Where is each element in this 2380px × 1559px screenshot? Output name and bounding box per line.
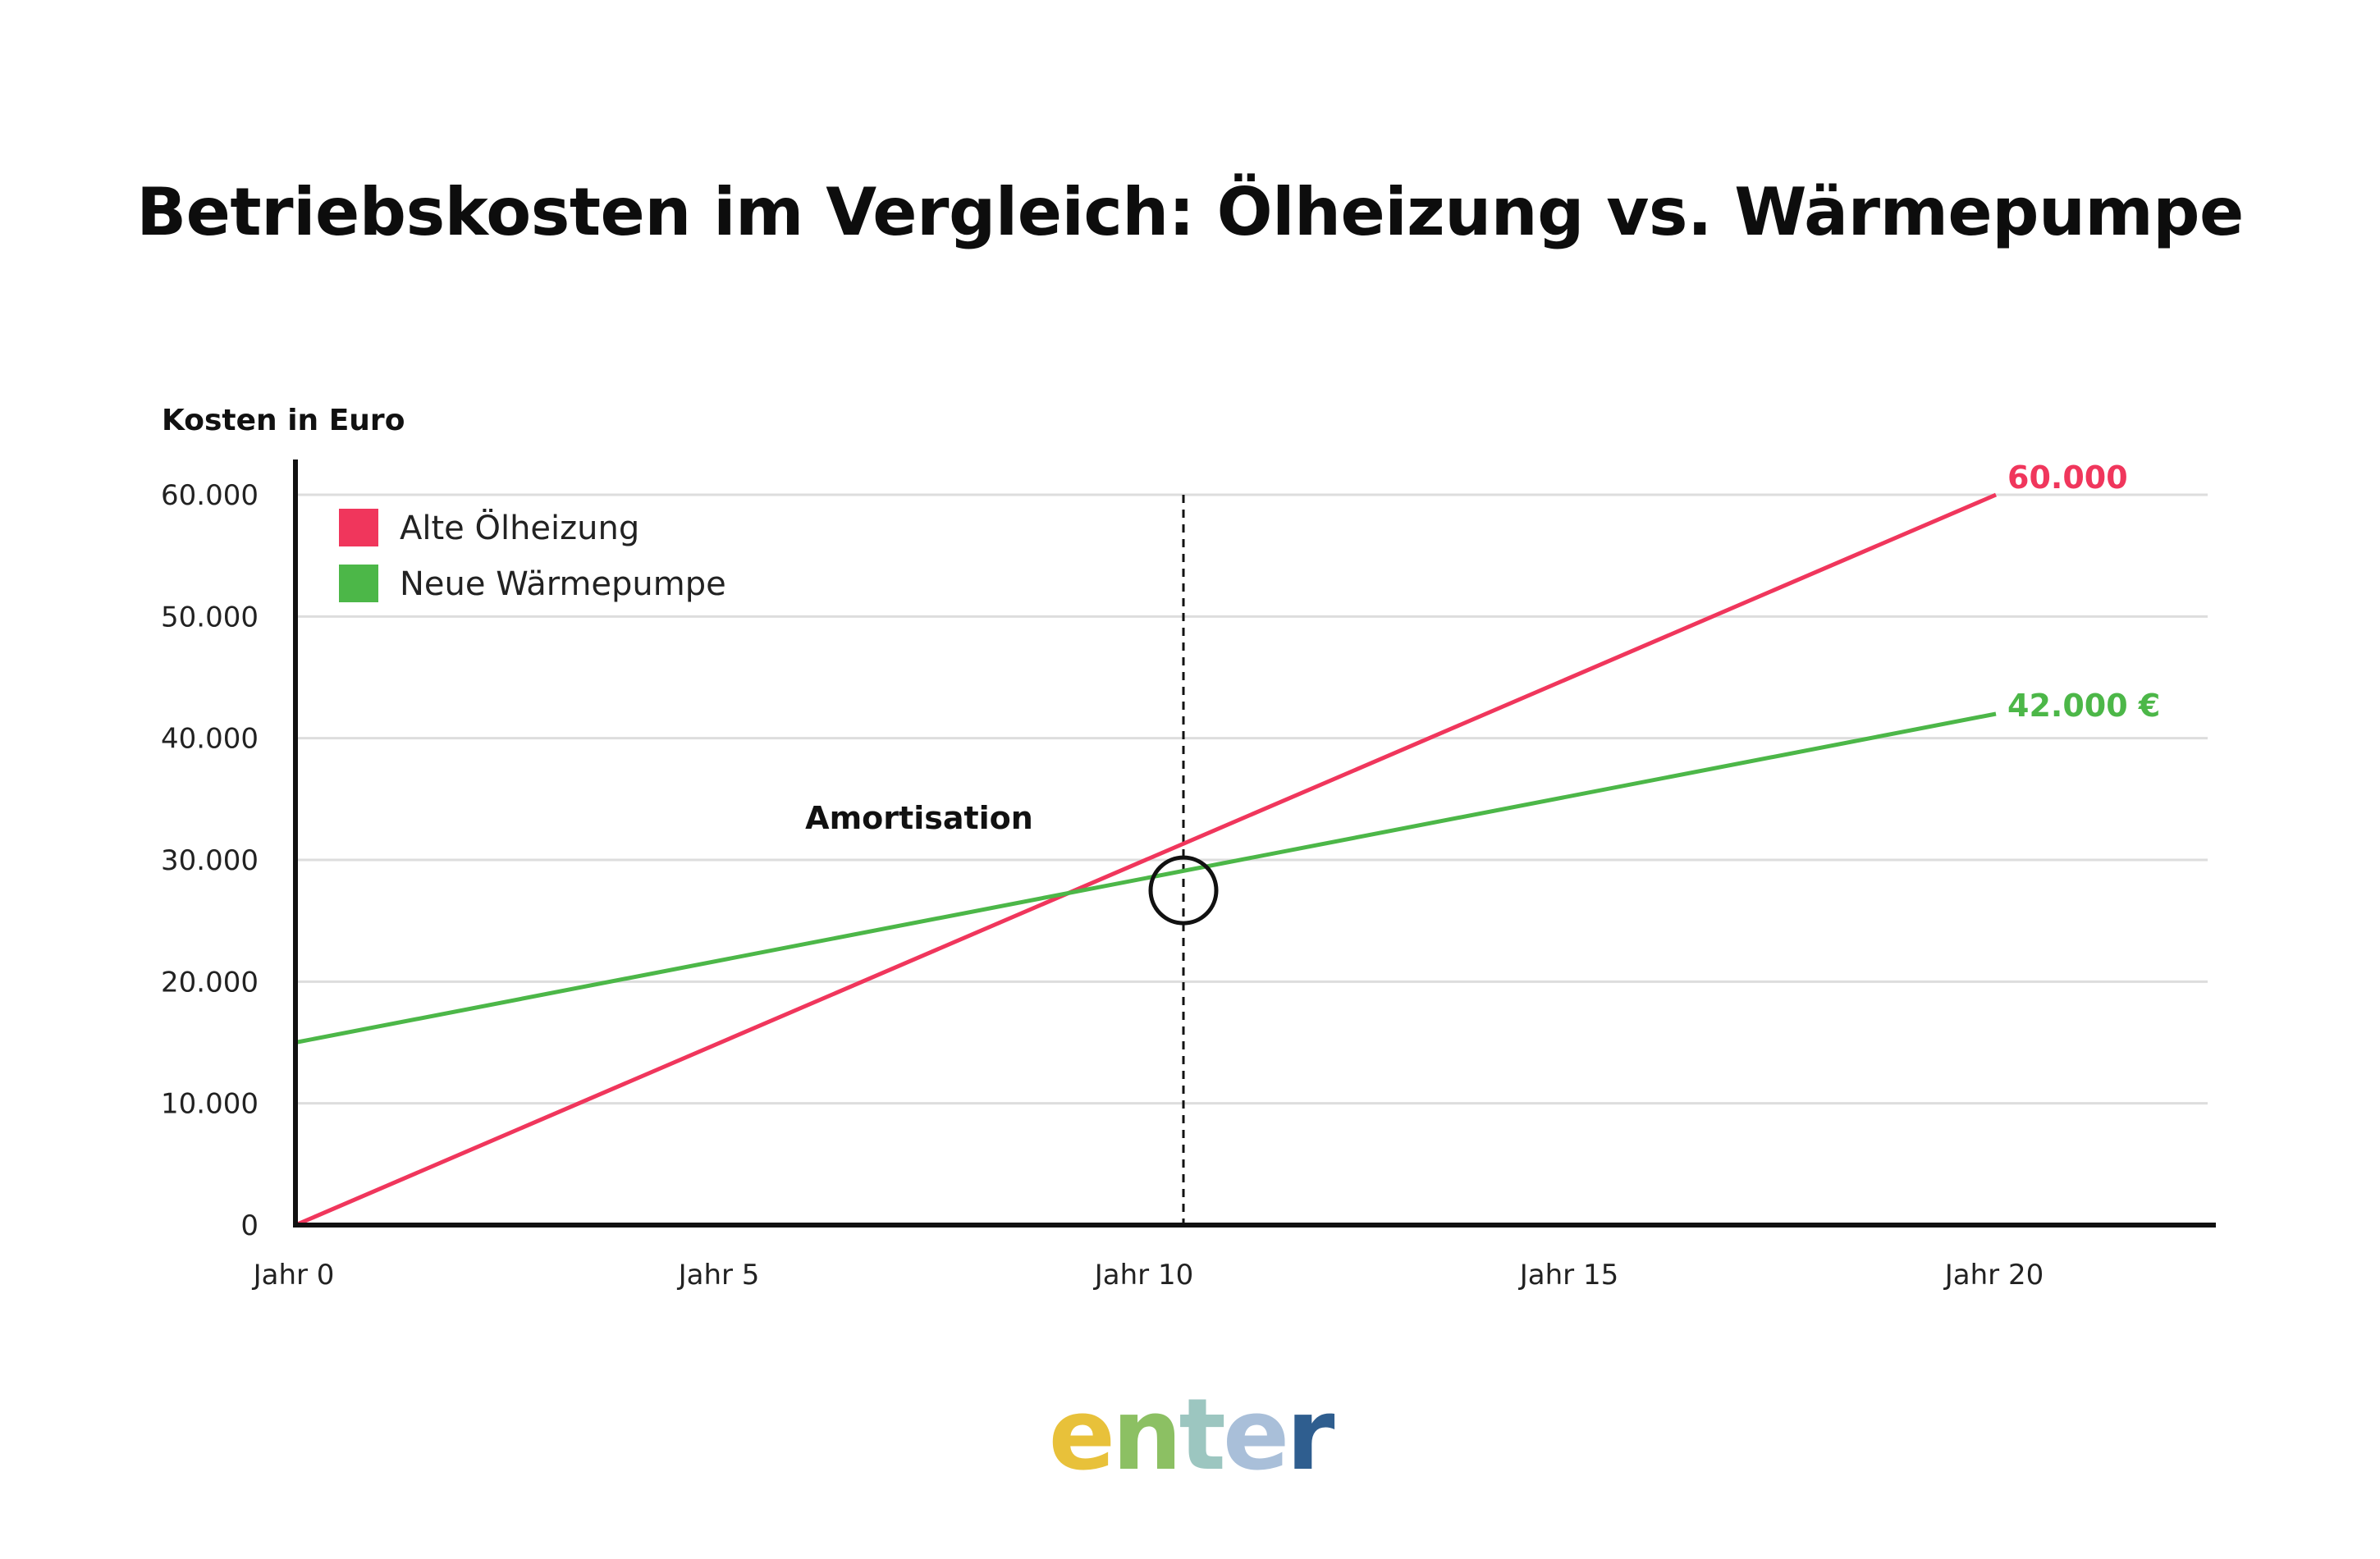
- x-tick-labels: Jahr 0 Jahr 5 Jahr 10 Jahr 15 Jahr 20: [252, 1259, 2044, 1292]
- x-tick-label: Jahr 20: [1943, 1259, 2044, 1292]
- enter-logo: enter: [0, 1387, 2380, 1485]
- logo-letter: t: [1179, 1378, 1225, 1493]
- logo-letter: n: [1112, 1378, 1182, 1493]
- x-tick-label: Jahr 5: [677, 1259, 760, 1292]
- amortisation-marker: Amortisation: [805, 495, 1185, 1225]
- axes: [293, 459, 2216, 1228]
- series-end-label: 60.000: [2007, 459, 2128, 496]
- x-tick-label: Jahr 10: [1093, 1259, 1193, 1292]
- legend: Alte Ölheizung Neue Wärmepumpe: [339, 508, 726, 603]
- legend-label: Alte Ölheizung: [400, 508, 639, 547]
- series-lines: [295, 492, 1997, 1228]
- logo-letter: r: [1286, 1378, 1334, 1493]
- y-tick-label: 30.000: [161, 844, 259, 877]
- amortisation-circle: [1148, 855, 1219, 926]
- series-line-waermepumpe: [295, 711, 1997, 1045]
- x-tick-label: Jahr 15: [1518, 1259, 1618, 1292]
- y-tick-label: 10.000: [161, 1088, 259, 1121]
- y-tick-label: 60.000: [161, 479, 259, 512]
- y-tick-label: 20.000: [161, 966, 259, 999]
- logo-letter: e: [1048, 1378, 1115, 1493]
- y-tick-label: 0: [240, 1209, 259, 1242]
- end-labels: 60.000 42.000 €: [2007, 459, 2160, 724]
- y-tick-label: 50.000: [161, 601, 259, 633]
- y-tick-label: 40.000: [161, 723, 259, 756]
- y-axis-label: Kosten in Euro: [162, 404, 405, 437]
- legend-swatch: [339, 565, 378, 602]
- chart-title: Betriebskosten im Vergleich: Ölheizung v…: [136, 174, 2244, 250]
- y-tick-labels: 0 10.000 20.000 30.000 40.000 50.000 60.000: [161, 479, 259, 1242]
- legend-label: Neue Wärmepumpe: [400, 565, 726, 603]
- series-end-label: 42.000 €: [2007, 688, 2160, 724]
- x-tick-label: Jahr 0: [252, 1259, 335, 1292]
- series-line-oelheizung: [295, 492, 1997, 1228]
- logo-letter: e: [1222, 1378, 1289, 1493]
- legend-swatch: [339, 509, 378, 546]
- amortisation-label: Amortisation: [805, 800, 1033, 836]
